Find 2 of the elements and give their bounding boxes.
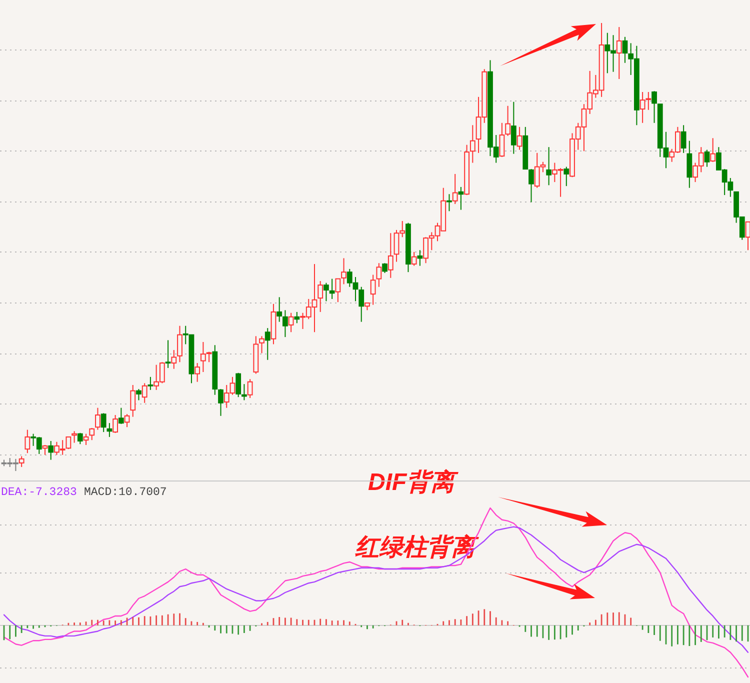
text: MACD:10.7007: [84, 486, 167, 499]
text: DEA:-7.3283: [1, 486, 77, 499]
